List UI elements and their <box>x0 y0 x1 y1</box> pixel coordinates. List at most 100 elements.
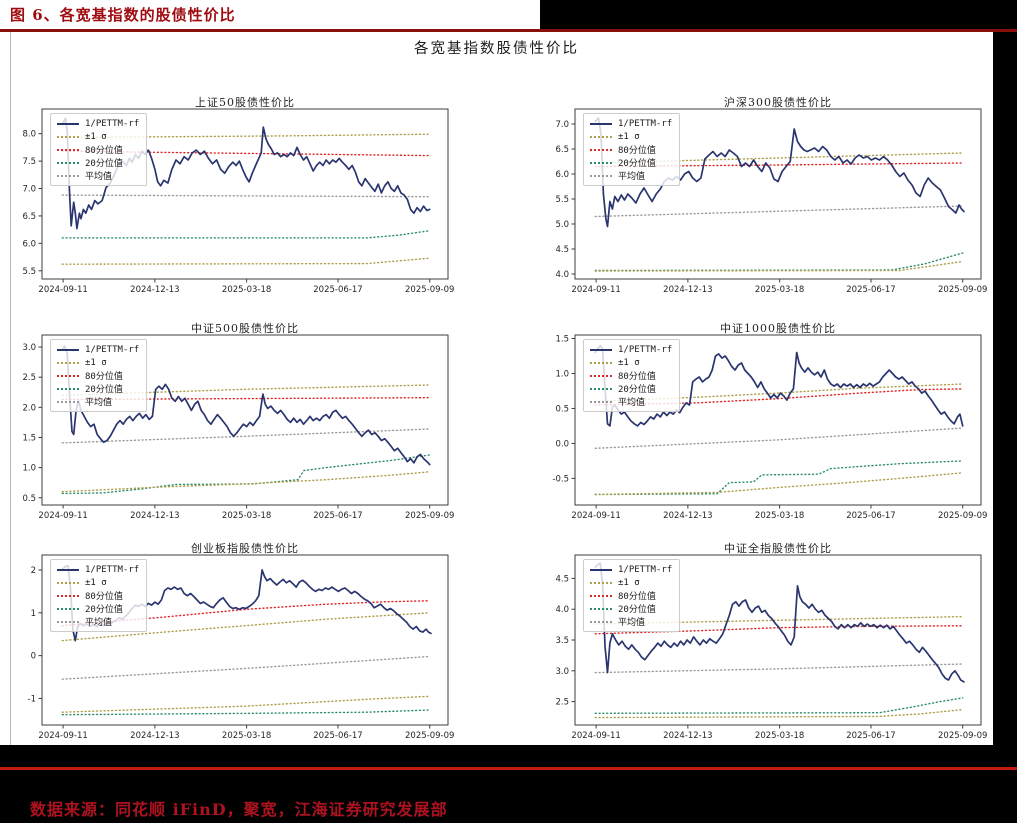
axes-frame <box>41 554 449 726</box>
chart-canvas: 5.5 6.0 6.5 7.0 7.5 8.0 2024-09-11 2024-12-13 20… <box>22 108 454 294</box>
chart-title: 上证50股债性价比 <box>195 96 295 109</box>
y-tick-label: 0.5 <box>555 404 569 414</box>
legend-line-sample <box>57 161 79 164</box>
x-tick-label: 2024-12-13 <box>663 285 712 294</box>
y-tick-label: 1.0 <box>555 369 569 379</box>
legend-label: ±1 σ <box>618 357 640 368</box>
x-tick-label: 2025-06-17 <box>846 511 895 520</box>
ref-line-sigma_lower <box>594 472 964 496</box>
x-tick-label: 2024-12-13 <box>663 731 712 740</box>
x-tick-label: 2025-03-18 <box>755 731 804 740</box>
ref-line-p20 <box>61 229 431 239</box>
ref-line-sigma_upper <box>61 612 431 642</box>
ref-line-p20 <box>61 454 431 495</box>
legend-entry: 80分位值 <box>590 589 672 602</box>
legend-label: 1/PETTM-rf <box>618 344 673 355</box>
legend-label: 1/PETTM-rf <box>85 344 140 355</box>
legend-entry: ±1 σ <box>590 130 672 143</box>
figure-suptitle: 各宽基指数股债性价比 <box>414 41 579 57</box>
axes-frame <box>574 108 982 280</box>
ref-line-sigma_upper <box>61 133 431 139</box>
legend-label: ±1 σ <box>85 131 107 142</box>
y-tick-label: 1 <box>31 609 36 619</box>
ref-line-sigma_lower <box>61 257 431 265</box>
x-tick-label: 2025-06-17 <box>846 731 895 740</box>
y-tick-label: 5.5 <box>22 267 36 277</box>
main-line <box>594 562 965 683</box>
legend-entry: 20分位值 <box>57 602 139 615</box>
legend-label: 平均值 <box>618 618 646 628</box>
chart-legend: 1/PETTM-rf ±1 σ 80分位值 20分位值 平均值 <box>50 339 148 412</box>
chart-legend: 1/PETTM-rf ±1 σ 80分位值 20分位值平均值 <box>583 559 681 632</box>
legend-line-sample <box>57 387 79 390</box>
x-tick-label: 2025-03-18 <box>755 285 804 294</box>
legend-entry: 80分位值 <box>590 143 672 156</box>
ref-line-mean <box>594 205 964 218</box>
legend-entry: ±1 σ <box>590 356 672 369</box>
legend-line-sample <box>57 148 79 151</box>
x-tick-label: 2024-12-13 <box>130 285 179 294</box>
y-tick-label: 7.0 <box>555 120 569 130</box>
legend-entry: ±1 σ <box>57 356 139 369</box>
x-tick-label: 2024-09-11 <box>571 511 620 520</box>
legend-label: 1/PETTM-rf <box>85 118 140 129</box>
ref-line-p20 <box>61 709 431 716</box>
x-tick-label: 2025-09-09 <box>405 731 454 740</box>
legend-label: 平均值 <box>618 398 646 408</box>
x-tick-label: 2024-09-11 <box>571 731 620 740</box>
y-tick-label: 6.0 <box>22 239 36 249</box>
legend-entry: 1/PETTM-rf <box>57 563 139 576</box>
y-tick-label: 3.0 <box>22 343 36 353</box>
legend-label: 80分位值 <box>85 372 123 382</box>
legend-line-sample <box>57 361 79 364</box>
y-tick-label: -0.5 <box>552 474 569 484</box>
y-tick-label: 4.0 <box>555 605 569 615</box>
x-tick-label: 2024-12-13 <box>663 511 712 520</box>
legend-label: 1/PETTM-rf <box>618 118 673 129</box>
legend-entry: 平均值 <box>590 615 672 628</box>
x-tick-label: 2025-03-18 <box>222 731 271 740</box>
legend-entry: 20分位值 <box>590 156 672 169</box>
ref-line-sigma_lower <box>594 708 964 719</box>
chart-canvas: 2.5 3.0 3.5 4.0 4.5 2024-09-11 2024-12-13 2025-… <box>555 554 987 740</box>
x-tick-label: 2024-12-13 <box>130 511 179 520</box>
y-tick-label: 6.5 <box>555 145 569 155</box>
chart-title: 创业板指股债性价比 <box>191 542 299 555</box>
subplot-sse50: 上证50股债性价比 5.5 6.0 6.5 7.0 7.5 8.0 2024-09-11 20… <box>8 94 458 294</box>
main-line <box>594 117 965 228</box>
legend-entry: 80分位值 <box>57 143 139 156</box>
ref-line-mean <box>594 663 964 674</box>
legend-line-sample <box>590 581 612 584</box>
legend-label: 20分位值 <box>618 605 656 615</box>
x-tick-label: 2025-03-18 <box>222 511 271 520</box>
y-tick-label: 4.5 <box>555 245 569 255</box>
legend-entry: 80分位值 <box>57 589 139 602</box>
y-tick-label: 6.0 <box>555 170 569 180</box>
y-tick-label: 3.0 <box>555 667 569 677</box>
legend-line-sample <box>57 594 79 597</box>
x-tick-label: 2024-09-11 <box>571 285 620 294</box>
subplot-csi1000: 中证1000股债性价比 -0.5 0.0 0.5 1.0 1.5 2024-09-11 20… <box>541 320 991 520</box>
legend-line-sample <box>590 148 612 151</box>
ref-line-sigma_lower <box>61 695 431 713</box>
table-border-hairline <box>10 32 11 745</box>
legend-label: 1/PETTM-rf <box>618 564 673 575</box>
main-line <box>61 345 431 466</box>
legend-line-sample <box>57 581 79 584</box>
y-tick-label: 8.0 <box>22 130 36 140</box>
x-tick-label: 2025-06-17 <box>846 285 895 294</box>
figure-caption-bar: 图 6、各宽基指数的股债性价比 <box>0 0 540 29</box>
legend-line-sample <box>57 174 79 177</box>
legend-entry: 80分位值 <box>590 369 672 382</box>
ref-line-p20 <box>594 252 964 272</box>
y-tick-label: 0 <box>31 652 36 662</box>
legend-line-sample <box>590 620 612 623</box>
main-line <box>594 344 964 427</box>
legend-line-sample <box>590 174 612 177</box>
y-tick-label: 1.5 <box>22 433 36 443</box>
figure-canvas: 各宽基指数股债性价比 上证50股债性价比 5.5 6.0 6.5 7.0 7.5 8.0 2… <box>0 32 993 745</box>
legend-entry: 1/PETTM-rf <box>590 563 672 576</box>
legend-label: ±1 σ <box>618 131 640 142</box>
legend-label: ±1 σ <box>618 577 640 588</box>
y-tick-label: 4.0 <box>555 270 569 280</box>
